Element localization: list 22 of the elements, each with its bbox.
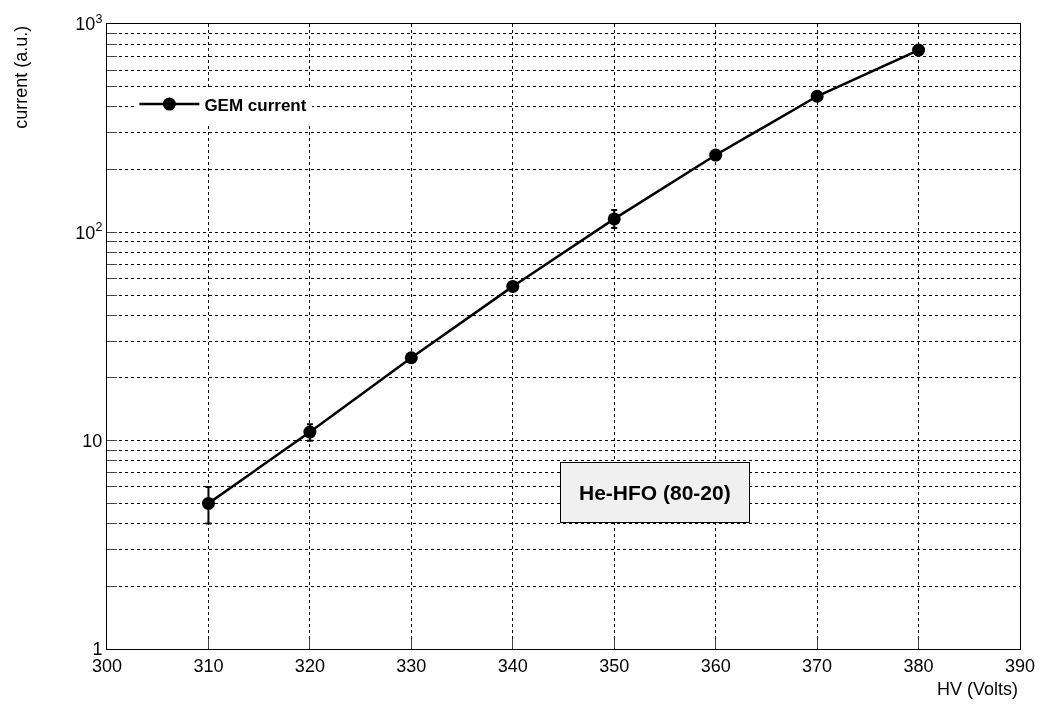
x-tick-label: 310 [193,655,224,676]
x-tick-label: 370 [802,655,833,676]
y-tick-label: 10$^{3}$ [75,11,103,35]
x-tick-label: 360 [700,655,731,676]
point [709,148,723,162]
x-tick-label: 380 [903,655,934,676]
x-tick-label: 340 [497,655,528,676]
x-axis-title: HV (Volts) [937,679,1019,699]
y-axis-title: current (a.u.) [10,25,31,129]
legend-label: GEM current [204,95,307,115]
annotation: He-HFO (80-20) [579,481,731,504]
x-tick-label: 320 [294,655,325,676]
point [912,43,926,57]
x-tick-label: 350 [599,655,630,676]
y-tick-label: 10 [82,430,103,451]
x-tick-label: 330 [396,655,427,676]
point [506,279,520,293]
x-tick-label: 390 [1004,655,1036,676]
point [404,351,418,365]
point [201,496,215,510]
y-tick-label: 10$^{2}$ [75,220,103,243]
point [810,89,824,103]
